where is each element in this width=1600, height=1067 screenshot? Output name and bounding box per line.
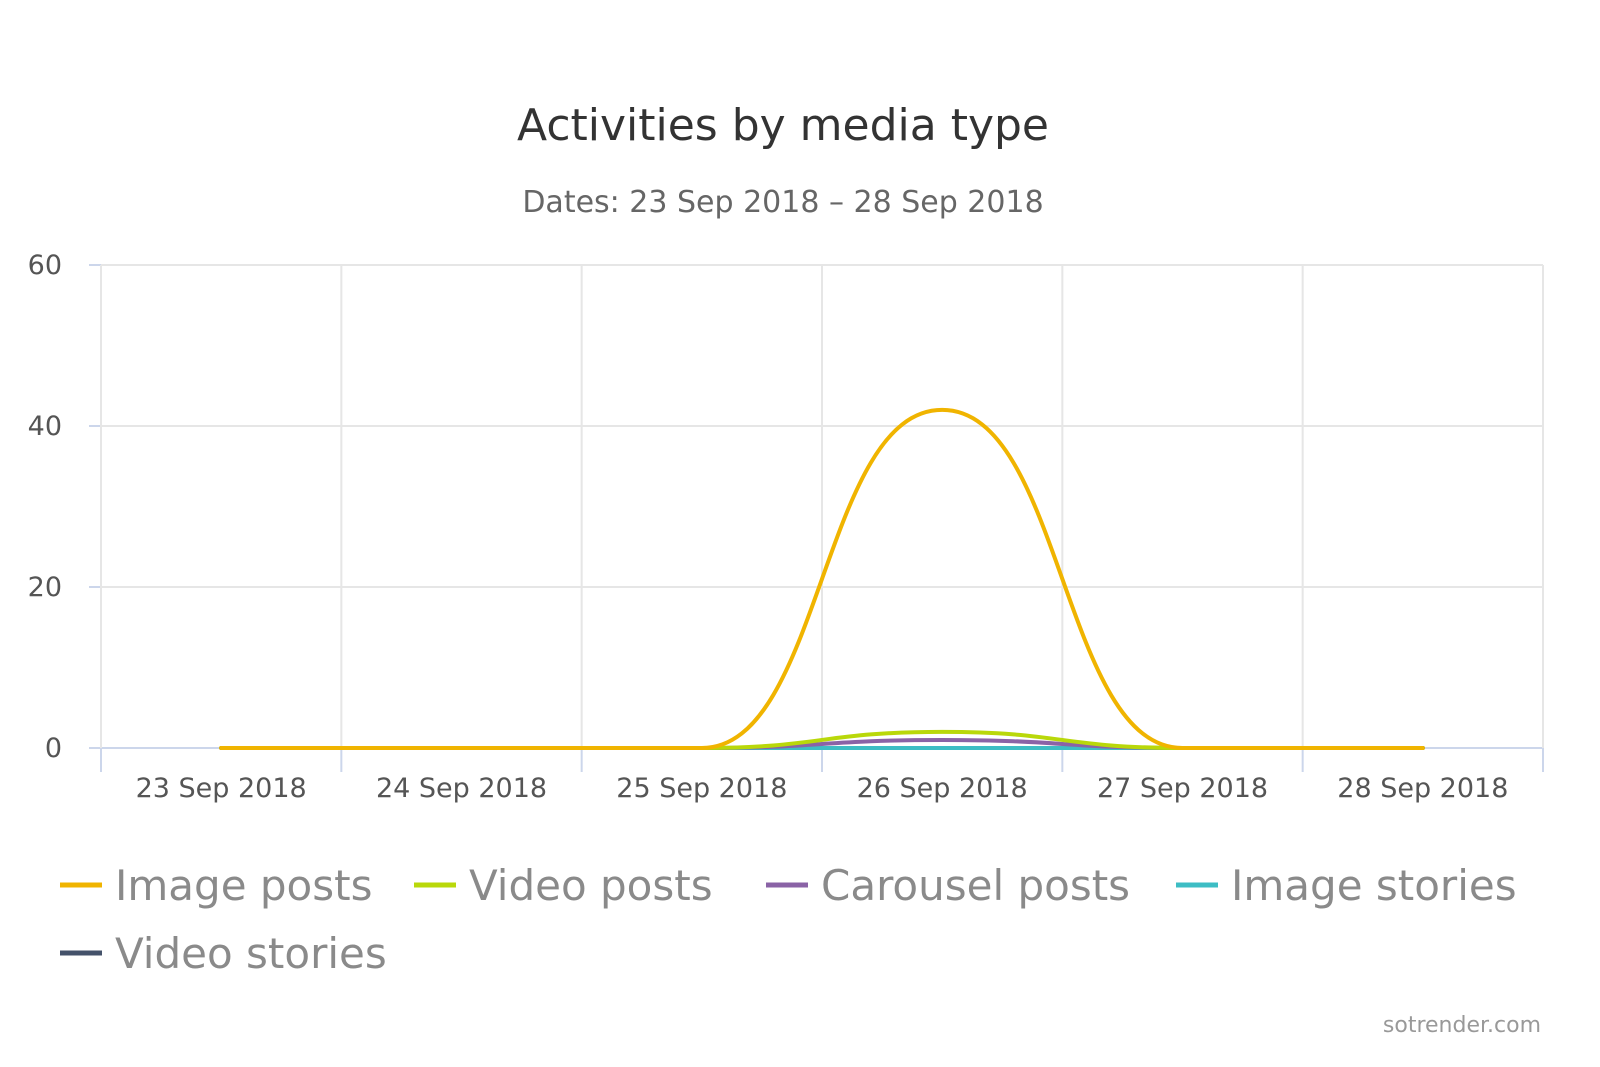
legend-label-image-posts[interactable]: Image posts <box>115 861 372 910</box>
plot-grid <box>89 264 1544 772</box>
series-lines <box>219 407 1425 751</box>
x-tick-label: 25 Sep 2018 <box>616 773 787 804</box>
credit-text: sotrender.com <box>1383 1013 1541 1038</box>
y-tick-label: 60 <box>28 250 62 281</box>
series-line-image-posts <box>219 407 1425 751</box>
y-tick-label: 0 <box>45 733 62 764</box>
chart-title: Activities by media type <box>517 100 1049 151</box>
legend: Image posts Video posts Carousel posts Imag… <box>60 861 1517 978</box>
legend-label-video-stories[interactable]: Video stories <box>115 929 387 978</box>
x-tick-label: 28 Sep 2018 <box>1337 773 1508 804</box>
x-tick-label: 27 Sep 2018 <box>1097 773 1268 804</box>
y-tick-label: 20 <box>28 572 62 603</box>
y-tick-label: 40 <box>28 411 62 442</box>
x-tick-label: 26 Sep 2018 <box>857 773 1028 804</box>
y-axis-ticks: 0 20 40 60 <box>28 250 62 764</box>
x-axis-ticks: 23 Sep 2018 24 Sep 2018 25 Sep 2018 26 Sep … <box>136 773 1509 804</box>
x-tick-label: 24 Sep 2018 <box>376 773 547 804</box>
x-tick-label: 23 Sep 2018 <box>136 773 307 804</box>
legend-label-image-stories[interactable]: Image stories <box>1231 861 1517 910</box>
chart-subtitle: Dates: 23 Sep 2018 – 28 Sep 2018 <box>522 185 1043 220</box>
legend-label-carousel-posts[interactable]: Carousel posts <box>821 861 1130 910</box>
legend-label-video-posts[interactable]: Video posts <box>469 861 713 910</box>
